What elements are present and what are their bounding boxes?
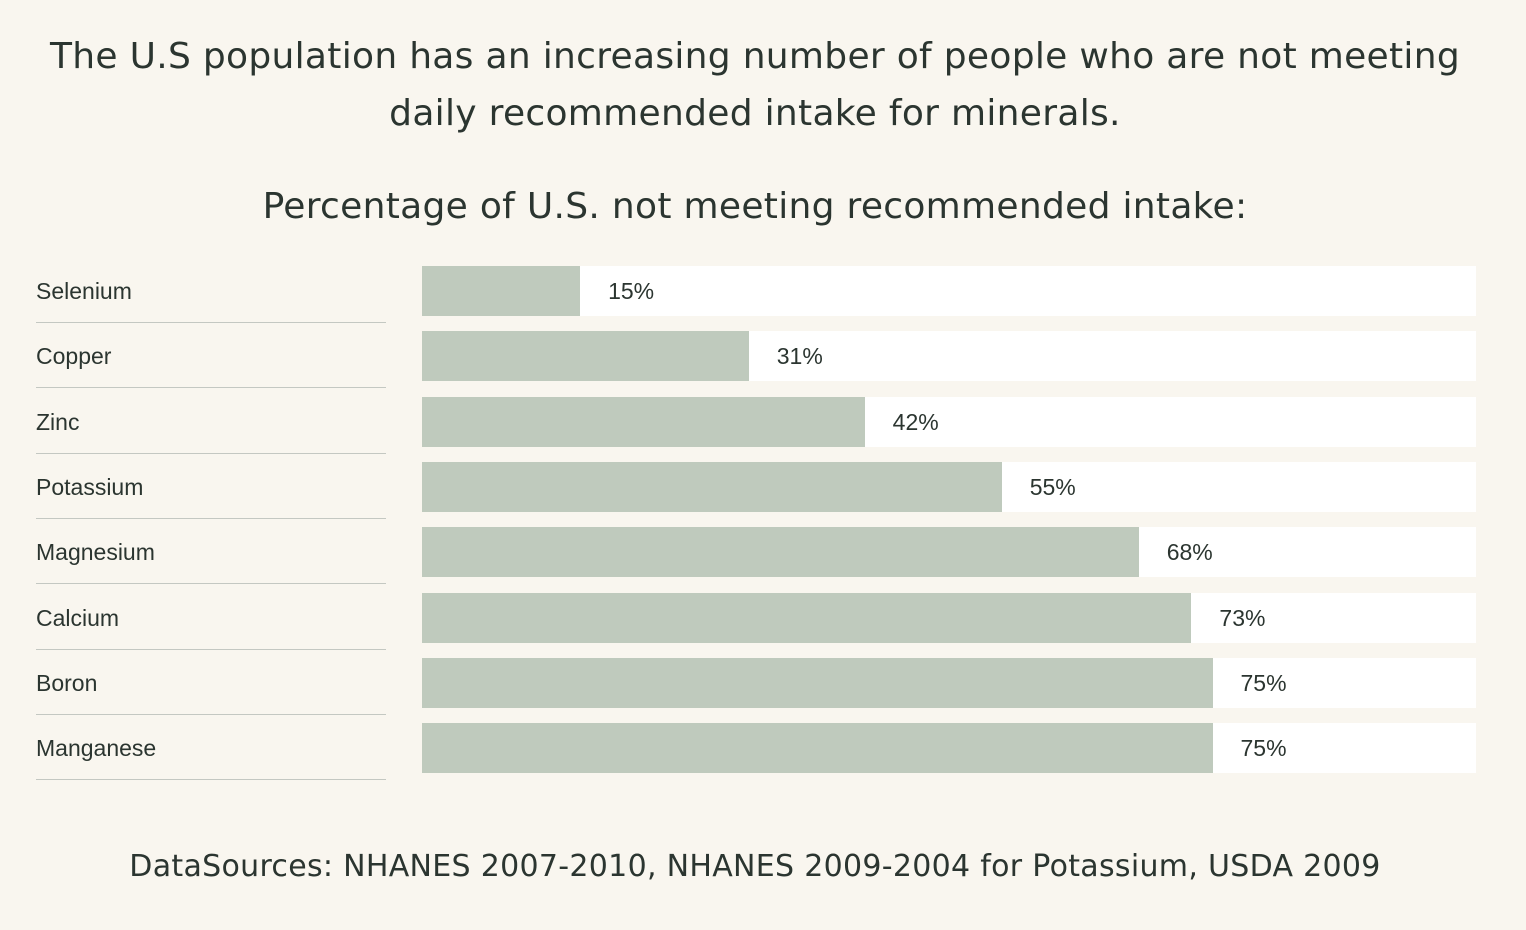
bar-value-label: 15% [608,278,655,304]
bar [422,527,1139,578]
category-label: Calcium [36,593,386,650]
bar-track: 73% [422,592,1476,643]
bar-value-label: 75% [1240,669,1287,696]
chart-title: Percentage of U.S. not meeting recommend… [262,186,1248,227]
bar-value-label: 42% [892,408,939,435]
bar [422,657,1213,708]
bar-value-label: 68% [1166,539,1213,566]
category-label: Selenium [36,266,386,323]
bar-track: 42% [422,396,1476,447]
bar-value-label: 75% [1240,735,1287,762]
category-label: Boron [36,658,386,715]
bar-track: 31% [422,331,1476,382]
bar [422,592,1192,643]
bar-track: 75% [422,657,1476,708]
bar [422,396,865,447]
bar [422,461,1002,512]
headline: The U.S population has an increasing num… [50,36,1460,134]
bar-track: 15% [422,266,1476,316]
bar [422,331,749,382]
bar-track: 75% [422,723,1476,774]
bar [422,266,581,316]
bar [422,723,1213,774]
bar-track: 68% [422,527,1476,578]
bar-value-label: 31% [776,343,823,370]
category-label: Potassium [36,462,386,519]
data-source-note: DataSources: NHANES 2007-2010, NHANES 20… [129,849,1381,884]
category-label: Copper [36,331,386,389]
bar-track: 55% [422,461,1476,512]
category-label: Zinc [36,397,386,454]
bar-value-label: 55% [1029,473,1076,500]
bar-value-label: 73% [1219,604,1266,631]
category-label: Magnesium [36,527,386,585]
category-label: Manganese [36,723,386,781]
